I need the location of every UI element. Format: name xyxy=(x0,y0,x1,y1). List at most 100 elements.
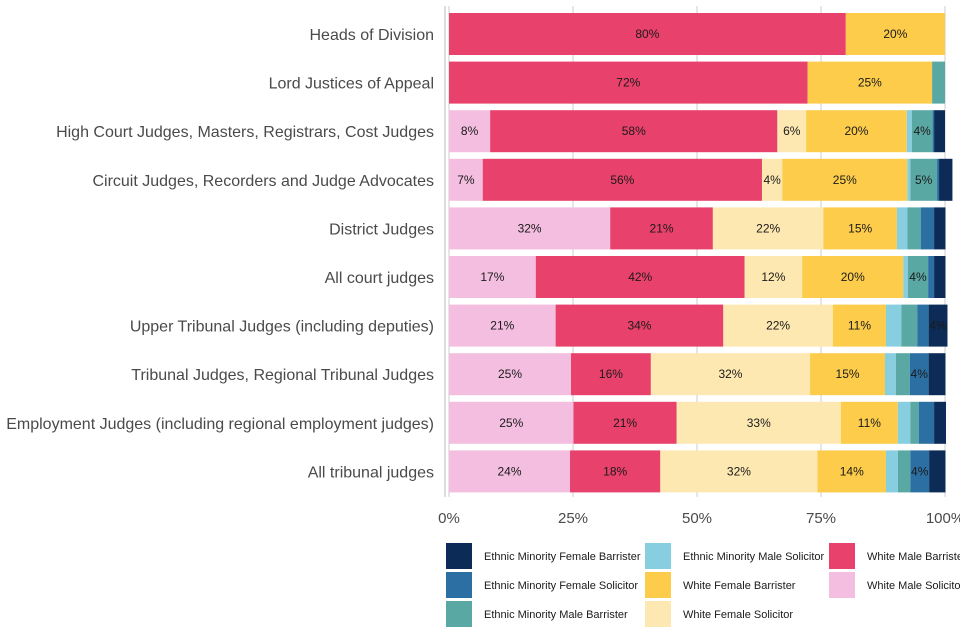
bar-segment-ethnic-minority-male-solicitor xyxy=(903,256,908,298)
legend-label: White Male Barriste xyxy=(867,551,960,563)
x-tick-label: 100% xyxy=(926,510,960,527)
bar-segment-ethnic-minority-female-solicitor xyxy=(917,304,929,347)
data-label: 15% xyxy=(836,367,860,381)
bar-segment-ethnic-minority-female-solicitor xyxy=(918,401,935,444)
data-label: 56% xyxy=(610,173,634,187)
legend-swatch-ethnic-minority-male-solicitor xyxy=(645,543,671,569)
bar-segment-white-male-barrister xyxy=(610,207,713,250)
legend: Ethnic Minority Female Barrister Ethnic M… xyxy=(446,543,960,627)
legend-swatch-white-female-solicitor xyxy=(645,601,671,627)
bar-segment-white-male-solicitor xyxy=(449,353,572,396)
category-label: All court judges xyxy=(325,270,434,287)
data-label: 7% xyxy=(457,173,475,187)
data-label: 16% xyxy=(599,367,623,381)
data-label: 4% xyxy=(911,464,929,478)
bar-segment-ethnic-minority-male-solicitor xyxy=(896,207,908,250)
bar-segment-white-female-barrister xyxy=(845,13,945,55)
data-label: 32% xyxy=(727,464,751,478)
data-label: 32% xyxy=(518,221,542,235)
data-label: 72% xyxy=(616,76,640,90)
data-label: 22% xyxy=(766,319,790,333)
bar-segment-white-female-solicitor xyxy=(712,207,824,250)
legend-swatch-white-female-barrister xyxy=(645,572,671,598)
bar-segment-white-female-solicitor xyxy=(676,401,841,444)
bar-segment-ethnic-minority-male-solicitor xyxy=(885,304,902,347)
data-label: 4% xyxy=(763,173,781,187)
data-label: 21% xyxy=(613,416,637,430)
bar-segment-white-male-solicitor xyxy=(449,304,556,347)
bar-segment-ethnic-minority-female-solicitor xyxy=(909,353,929,396)
legend-label: White Male Solicitor xyxy=(867,580,960,592)
data-label: 25% xyxy=(833,173,857,187)
bar-segment-ethnic-minority-male-barrister xyxy=(932,61,945,104)
bars: 80% 20% 72% 25% 8% 58% 6% 20% 4% 7% 56% 4% 25% 5% 32% 2… xyxy=(449,13,953,493)
legend-swatch-white-male-solicitor xyxy=(829,572,855,598)
bar-segment-ethnic-minority-male-barrister xyxy=(897,450,911,493)
bar-segment-white-female-barrister xyxy=(823,207,897,250)
bar-segment-white-male-barrister xyxy=(570,450,661,493)
bar-segment-white-female-solicitor xyxy=(744,256,803,298)
legend-label: Ethnic Minority Male Barrister xyxy=(484,609,628,621)
legend-swatch-ethnic-minority-male-barrister xyxy=(446,601,472,627)
legend-label: White Female Barrister xyxy=(683,580,796,592)
bar-segment-ethnic-minority-female-barrister xyxy=(929,450,946,493)
data-label: 24% xyxy=(497,464,521,478)
bar-segment-white-female-barrister xyxy=(806,110,907,153)
data-label: 32% xyxy=(718,367,742,381)
bar-segment-ethnic-minority-male-barrister xyxy=(901,304,918,347)
bar-segment-white-male-solicitor xyxy=(449,158,483,201)
legend-swatch-white-male-barrister xyxy=(829,543,855,569)
bar-segment-ethnic-minority-male-barrister xyxy=(907,207,921,250)
data-label: 20% xyxy=(841,270,865,284)
x-axis: 0% 25% 50% 75% 100% xyxy=(438,6,960,527)
bar-segment-white-male-barrister xyxy=(490,110,778,153)
bar-segment-ethnic-minority-male-barrister xyxy=(895,353,910,396)
bar-segment-ethnic-minority-female-barrister xyxy=(934,401,946,444)
bar-segment-white-male-barrister xyxy=(573,401,677,444)
bar-segment-ethnic-minority-female-solicitor xyxy=(928,256,935,298)
bar-segment-ethnic-minority-male-solicitor xyxy=(906,110,912,153)
bar-segment-white-female-barrister xyxy=(832,304,886,347)
data-label: 4% xyxy=(909,270,927,284)
bar-segment-ethnic-minority-male-barrister xyxy=(907,256,929,298)
legend-label: Ethnic Minority Female Barrister xyxy=(484,551,641,563)
bar-segment-ethnic-minority-female-solicitor xyxy=(932,110,935,153)
bar-segment-white-female-solicitor xyxy=(761,158,783,201)
bar-segment-white-male-barrister xyxy=(571,353,651,396)
bar-segment-ethnic-minority-female-barrister xyxy=(939,158,953,201)
bar-segment-white-female-solicitor xyxy=(723,304,833,347)
bar-segment-white-male-solicitor xyxy=(449,401,574,444)
bar-segment-white-female-barrister xyxy=(810,353,885,396)
bar-segment-white-male-barrister xyxy=(555,304,724,347)
data-label: 5% xyxy=(915,173,933,187)
bar-segment-ethnic-minority-female-solicitor xyxy=(920,207,935,250)
bar-segment-ethnic-minority-male-solicitor xyxy=(885,450,898,493)
bar-segment-ethnic-minority-female-barrister xyxy=(928,304,948,347)
bar-segment-ethnic-minority-male-barrister xyxy=(911,110,933,153)
data-label: 80% xyxy=(635,27,659,41)
bar-segment-white-female-barrister xyxy=(807,61,933,104)
data-label: 21% xyxy=(650,221,674,235)
bar-segment-white-female-barrister xyxy=(782,158,908,201)
bar-segment-white-male-barrister xyxy=(482,158,762,201)
bar-segment-ethnic-minority-male-solicitor xyxy=(897,401,911,444)
bar-segment-white-male-solicitor xyxy=(449,450,571,493)
legend-label: Ethnic Minority Female Solicitor xyxy=(484,580,638,592)
category-label: High Court Judges, Masters, Registrars, … xyxy=(56,124,434,141)
x-tick-label: 0% xyxy=(438,510,460,527)
data-label: 11% xyxy=(858,416,881,430)
legend-label: White Female Solicitor xyxy=(683,609,793,621)
bar-segment-white-female-barrister xyxy=(802,256,904,298)
data-label: 6% xyxy=(783,124,801,138)
category-label: Circuit Judges, Recorders and Judge Advo… xyxy=(92,173,434,190)
bar-segment-ethnic-minority-male-solicitor xyxy=(884,353,896,396)
bar-segment-ethnic-minority-male-solicitor xyxy=(907,158,911,201)
data-label: 18% xyxy=(603,464,627,478)
data-label: 42% xyxy=(628,270,652,284)
data-label: 15% xyxy=(848,221,872,235)
data-label: 14% xyxy=(840,464,864,478)
data-label: 34% xyxy=(627,319,651,333)
data-label: 8% xyxy=(461,124,479,138)
bar-segment-white-female-solicitor xyxy=(777,110,807,153)
